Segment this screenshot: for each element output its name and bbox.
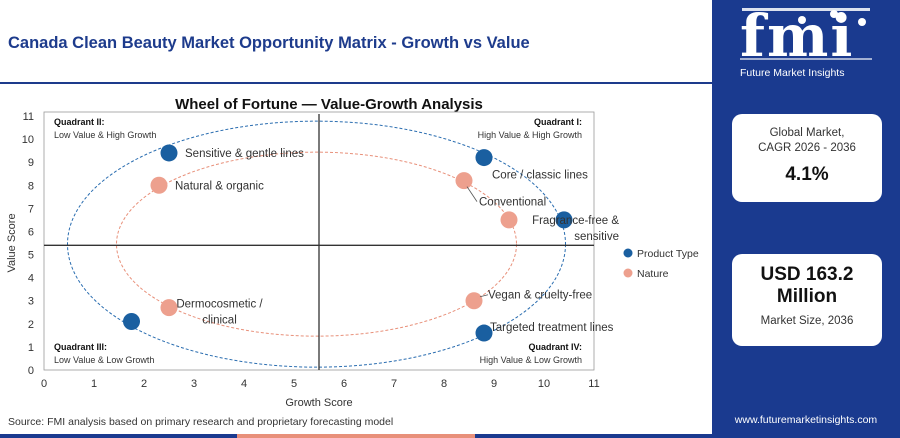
- footer: Source: FMI analysis based on primary re…: [0, 410, 712, 438]
- product-type-point: [555, 211, 573, 229]
- product-type-point: [160, 144, 178, 162]
- y-tick-label: 4: [28, 273, 34, 285]
- y-tick-label: 9: [28, 157, 34, 169]
- market-size-value-line1: USD 163.2: [760, 264, 854, 285]
- y-tick-label: 6: [28, 226, 34, 238]
- point-label: Natural & organic: [175, 180, 264, 192]
- nature-point: [500, 211, 518, 229]
- x-tick-label: 3: [191, 378, 197, 390]
- product-type-point: [475, 149, 493, 167]
- x-tick-label: 1: [91, 378, 97, 390]
- x-tick-label: 0: [41, 378, 47, 390]
- footer-bar-left: [0, 434, 237, 438]
- cagr-label-line2: CAGR 2026 - 2036: [758, 142, 856, 154]
- cagr-label-line1: Global Market,: [769, 127, 845, 139]
- point-label: Targeted treatment lines: [490, 322, 614, 334]
- x-tick-label: 10: [538, 378, 550, 390]
- cagr-value: 4.1%: [785, 164, 829, 185]
- y-tick-label: 7: [28, 203, 34, 215]
- nature-point: [160, 299, 178, 317]
- x-tick-label: 8: [441, 378, 447, 390]
- opportunity-matrix-chart: Wheel of Fortune — Value-Growth Analysis…: [6, 96, 699, 409]
- logo-tagline: Future Market Insights: [740, 67, 845, 79]
- market-size-value: USD 163.2 Million: [732, 254, 882, 308]
- market-size-label: Market Size, 2036: [760, 315, 854, 327]
- nature-point: [455, 172, 473, 190]
- label-leader-line: [466, 186, 478, 202]
- quadrant-title: Quadrant II:: [54, 117, 105, 127]
- x-tick-label: 5: [291, 378, 297, 390]
- quadrant-subtitle: High Value & High Growth: [478, 130, 582, 140]
- y-tick-label: 1: [28, 342, 34, 354]
- quadrant-subtitle: High Value & Low Growth: [480, 355, 582, 365]
- y-tick-label: 5: [28, 250, 34, 262]
- quadrant-title: Quadrant I:: [534, 117, 582, 127]
- x-tick-label: 6: [341, 378, 347, 390]
- x-tick-label: 4: [241, 378, 247, 390]
- y-tick-label: 8: [28, 180, 34, 192]
- legend-marker: [623, 248, 633, 258]
- product-type-point: [475, 324, 493, 342]
- y-tick-label: 0: [28, 365, 34, 377]
- chart-title: Wheel of Fortune — Value-Growth Analysis: [175, 96, 483, 113]
- legend-label: Nature: [637, 268, 669, 280]
- point-label: Sensitive & gentle lines: [185, 148, 304, 160]
- quadrant-subtitle: Low Value & Low Growth: [54, 355, 154, 365]
- point-label: Conventional: [479, 197, 546, 209]
- point-label: Vegan & cruelty-free: [488, 290, 592, 302]
- outer-ring: [67, 120, 566, 368]
- x-tick-label: 9: [491, 378, 497, 390]
- point-label: Dermocosmetic / clinical: [176, 299, 263, 327]
- label-leader-line: [479, 294, 489, 298]
- product-type-point: [123, 313, 140, 331]
- y-axis-label: Value Score: [6, 213, 18, 272]
- legend-marker: [623, 268, 633, 278]
- page-title: Canada Clean Beauty Market Opportunity M…: [8, 34, 530, 52]
- quadrant-title: Quadrant IV:: [528, 342, 582, 352]
- inner-ring: [116, 151, 517, 337]
- nature-point: [150, 176, 168, 194]
- legend-label: Product Type: [637, 248, 699, 260]
- quadrant-subtitle: Low Value & High Growth: [54, 130, 156, 140]
- point-label: Fragrance-free & sensitive: [532, 215, 619, 243]
- x-tick-label: 2: [141, 378, 147, 390]
- x-tick-label: 11: [588, 378, 599, 390]
- y-tick-label: 11: [23, 111, 34, 123]
- footer-bar-middle: [237, 434, 475, 438]
- footer-bar-right: [475, 434, 712, 438]
- brand-panel: fmi Future Market Insights Global Market…: [712, 0, 900, 438]
- cagr-card: Global Market, CAGR 2026 - 2036 4.1%: [732, 114, 882, 202]
- fmi-logo: fmi Future Market Insights: [712, 0, 900, 84]
- nature-point: [465, 292, 483, 310]
- y-tick-label: 2: [28, 319, 34, 331]
- title-divider: [0, 82, 712, 84]
- point-label: Core / classic lines: [492, 170, 588, 182]
- source-note: Source: FMI analysis based on primary re…: [8, 416, 394, 428]
- x-axis-label: Growth Score: [285, 397, 352, 409]
- logo-decoration-icon: [740, 8, 872, 60]
- quadrant-title: Quadrant III:: [54, 342, 107, 352]
- website-link[interactable]: www.futuremarketinsights.com: [734, 414, 878, 426]
- y-tick-label: 3: [28, 296, 34, 308]
- market-size-value-line2: Million: [776, 286, 838, 307]
- y-tick-label: 10: [22, 134, 34, 146]
- cagr-label: Global Market, CAGR 2026 - 2036: [732, 114, 882, 156]
- market-size-card: USD 163.2 Million Market Size, 2036: [732, 254, 882, 346]
- x-tick-label: 7: [391, 378, 397, 390]
